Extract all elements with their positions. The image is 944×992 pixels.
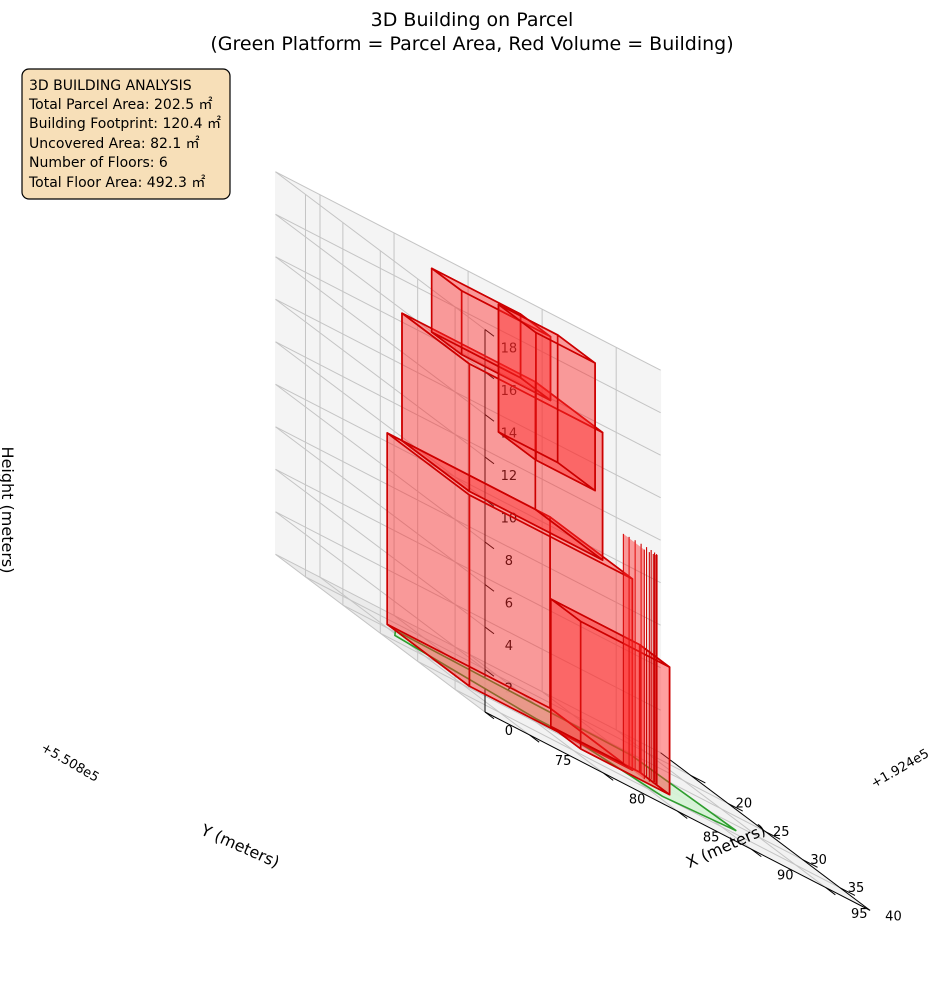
x-tick-mark — [765, 831, 781, 840]
chart-subtitle: (Green Platform = Parcel Area, Red Volum… — [210, 33, 733, 55]
z-tick-label: 4 — [505, 639, 513, 654]
info-building-footprint: Building Footprint: 120.4 ㎡ — [29, 116, 221, 132]
z-tick-mark — [484, 584, 495, 592]
floor-slab — [430, 267, 552, 338]
floor-slab — [497, 303, 596, 364]
z-tick-mark — [484, 711, 495, 720]
y-tick-mark — [603, 772, 614, 781]
z-tick-mark — [484, 456, 495, 465]
grid-line-z-right — [275, 213, 661, 414]
info-number-of-floors: Number of Floors: 6 — [29, 155, 168, 171]
y-axis-label: Y (meters) — [197, 820, 282, 872]
z-tick-label: 14 — [501, 427, 518, 442]
z-tick-label: 6 — [505, 597, 513, 612]
y-offset-label: +5.508e5 — [38, 740, 101, 785]
info-total-floor-area: Total Floor Area: 492.3 ㎡ — [28, 175, 205, 191]
info-box-heading: 3D BUILDING ANALYSIS — [29, 78, 192, 94]
curved-column-body — [623, 533, 645, 780]
y-tick-mark — [825, 887, 836, 896]
info-total-parcel-area: Total Parcel Area: 202.5 ㎡ — [28, 97, 213, 113]
z-tick-label: 8 — [505, 554, 513, 569]
grid-line-z-left — [275, 468, 486, 628]
info-box-background — [21, 68, 231, 200]
grid-line-z-right — [275, 341, 661, 541]
grid-line-y-floor — [319, 576, 530, 736]
grid-line-z-left — [275, 426, 486, 585]
x-tick-mark — [727, 802, 743, 812]
z-tick-mark — [484, 329, 495, 337]
x-offset-label: +1.924e5 — [869, 746, 932, 791]
z-tick-label: 18 — [501, 342, 518, 357]
building-layer — [386, 267, 671, 796]
z-axis-label: Height (meters) — [0, 447, 17, 574]
y-tick-mark — [529, 734, 540, 743]
grid-line-z-left — [275, 383, 486, 543]
x-axis-line — [660, 752, 871, 911]
info-uncovered-area: Uncovered Area: 82.1 ㎡ — [29, 136, 200, 152]
grid-line-z-left — [275, 341, 486, 500]
floor-slab — [549, 598, 671, 669]
x-tick-label: 35 — [848, 881, 865, 896]
x-tick-mark — [690, 774, 706, 784]
grid-line-z-right — [275, 171, 661, 371]
z-tick-label: 0 — [505, 724, 513, 739]
grid-line-z-left — [275, 511, 486, 670]
z-tick-mark — [484, 626, 495, 635]
grid-line-z-left — [275, 553, 486, 713]
z-tick-mark — [484, 669, 495, 677]
x-tick-label: 25 — [773, 825, 790, 840]
x-tick-label: 20 — [736, 797, 753, 812]
grid-line-z-left — [275, 256, 486, 415]
y-tick-label: 95 — [851, 907, 868, 922]
z-tick-mark — [484, 414, 495, 422]
y-tick-label: 85 — [703, 831, 720, 846]
z-tick-label: 10 — [501, 512, 518, 527]
grid-line-z-left — [275, 171, 486, 330]
grid-line-z-right — [275, 383, 661, 584]
y-tick-mark — [677, 810, 688, 819]
info-box: 3D BUILDING ANALYSIS Total Parcel Area: … — [21, 68, 231, 200]
z-tick-label: 16 — [501, 384, 518, 399]
x-tick-mark — [802, 859, 818, 868]
grid-line-z-right — [275, 468, 661, 669]
y-tick-mark — [751, 848, 762, 858]
z-tick-mark — [484, 541, 495, 550]
y-tick-label: 80 — [629, 792, 646, 807]
x-tick-mark — [839, 887, 856, 896]
z-tick-label: 12 — [501, 469, 518, 484]
grid-line-z-right — [275, 511, 661, 711]
x-tick-label: 30 — [810, 853, 827, 868]
x-tick-label: 40 — [885, 909, 902, 924]
grid-line-z-right — [275, 298, 661, 499]
grid-line-z-right — [275, 553, 661, 754]
grid-line-z-right — [275, 426, 661, 626]
y-tick-label: 90 — [777, 869, 794, 884]
grid-line-z-right — [275, 256, 661, 456]
tick-labels: 20 25 30 35 40 75 80 85 90 95 0 2 4 6 8 10 12 14 16 18 — [484, 329, 902, 924]
chart-title: 3D Building on Parcel — [371, 9, 574, 31]
z-tick-label: 2 — [505, 682, 513, 697]
grid-line-z-left — [275, 298, 486, 458]
y-tick-label: 75 — [555, 754, 572, 769]
